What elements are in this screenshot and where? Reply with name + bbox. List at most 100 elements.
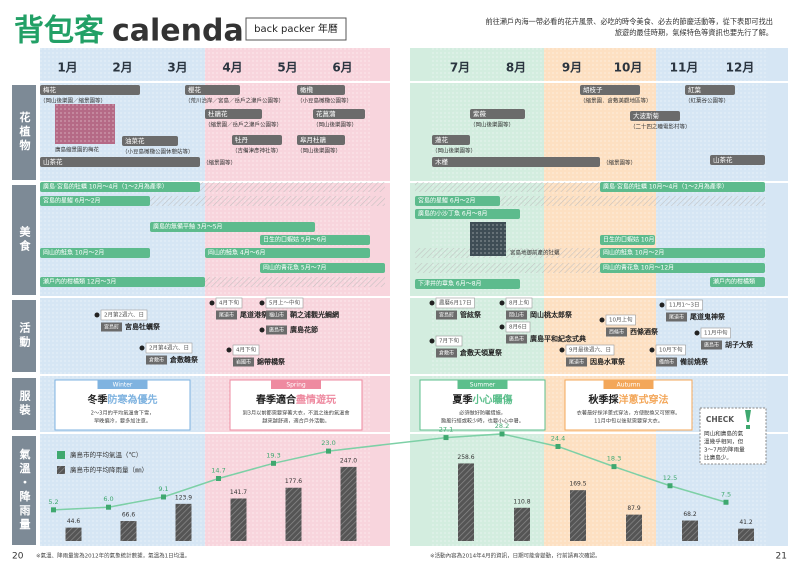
rainfall-bar [65, 527, 82, 541]
rainfall-label: 123.9 [175, 494, 192, 501]
event-date-tag [215, 297, 243, 309]
flower-name: 梅花 [43, 85, 57, 94]
event-dot [559, 347, 565, 353]
flower-place: （岡山後樂園等） [313, 121, 357, 129]
event-city: 西條市 [609, 329, 624, 336]
clothing-text: 11月中旬以後就需要穿大衣。 [594, 417, 663, 425]
flower-place: （紅葉谷公園等） [685, 97, 729, 105]
check-text: 比廣島少。 [704, 454, 732, 462]
clothing-title-highlight: 小心曬傷 [472, 393, 513, 406]
rainfall-label: 41.2 [739, 519, 753, 526]
temperature-point [271, 460, 276, 466]
food-label: 岡山的鮭魚 10月～2月 [603, 249, 664, 257]
flower-name: 胡枝子 [583, 85, 603, 94]
food-label: 廣島‧宮島的牡蠣 10月～4月（1～2月為產季） [603, 183, 728, 191]
flower-bar [205, 109, 262, 119]
section-label: 美食 [18, 225, 31, 254]
season-tag [457, 380, 508, 389]
temperature-label: 14.7 [211, 466, 225, 474]
event-city-tag [101, 322, 123, 332]
event-city-tag [146, 355, 168, 365]
event-dot [226, 347, 232, 353]
rainfall-bar [120, 521, 137, 541]
event-date-tag [265, 297, 304, 309]
food-bar [415, 209, 520, 219]
food-bar [205, 248, 370, 258]
food-label: 岡山的青花魚 10月～12月 [603, 264, 674, 272]
flower-photo-texture [55, 104, 115, 144]
intro-line: 前往瀨戶內海一帶必看的花卉風景、必吃的時令美食、必去的節慶活動等，從下表即可找出 [485, 17, 773, 26]
event-city-tag [436, 310, 458, 320]
flower-bar [40, 85, 140, 95]
rainfall-label: 141.7 [230, 489, 247, 496]
flower-bar [40, 157, 200, 167]
event-city-tag [436, 348, 458, 358]
clothing-text: 越來越舒適，適合戶外活動。 [262, 417, 329, 425]
event-city-tag [506, 310, 528, 320]
event-city-tag [506, 334, 528, 344]
event-city-tag [701, 340, 723, 350]
food-label: 廣島‧宮島的牡蠣 10月～4月（1～2月為產季） [43, 183, 168, 191]
flower-name: 牡丹 [235, 135, 249, 144]
food-bar-faded [415, 263, 600, 273]
food-bar [260, 235, 370, 245]
event-city-tag [566, 357, 588, 367]
clothing-text: 早晚偏冷，要多加注意。 [94, 417, 151, 425]
temperature-label: 9.1 [158, 485, 168, 493]
event-date-tag [565, 344, 615, 356]
flower-bar [432, 157, 600, 167]
month-label: 1月 [57, 61, 77, 75]
event-dot [694, 330, 700, 336]
season-tag [271, 380, 321, 389]
rainfall-bar [340, 466, 357, 541]
temperature-point [611, 464, 617, 470]
event-city-tag [606, 327, 628, 337]
rainfall-bar [514, 507, 530, 541]
event-date: 2月第2週六、日 [104, 311, 144, 319]
flower-name: 橄欖 [300, 85, 314, 94]
event-city: 宮島町 [439, 312, 454, 319]
title-en: calendar [112, 14, 259, 49]
event-date-tag [505, 321, 531, 333]
flower-bar [470, 109, 525, 119]
clothing-text: 到3月以前都需要穿著大衣，不過之後的氣溫會 [242, 409, 350, 417]
event-name: 宮島牡蠣祭 [125, 322, 161, 331]
event-date: 10月下旬 [659, 346, 683, 354]
event-city-tag [266, 325, 288, 335]
rainfall-bar [230, 498, 247, 541]
clothing-text: 衣著最好採洋蔥式穿法，方便脫換又可禦寒。 [577, 409, 681, 417]
rainfall-label: 87.9 [627, 505, 641, 512]
flower-bar [297, 135, 345, 145]
flower-bar [710, 155, 765, 165]
flower-name: 櫻花 [188, 85, 202, 94]
event-dot [209, 300, 215, 306]
page-number: 21 [776, 552, 787, 562]
month-label: 7月 [450, 61, 470, 75]
season-label: Autumn [617, 382, 641, 389]
event-dot [599, 317, 605, 323]
flower-bar [432, 135, 470, 145]
event-date-tag [655, 344, 686, 356]
event-name: 岡山桃太郎祭 [530, 310, 573, 319]
flower-place: （縮景園等） [603, 159, 636, 167]
flower-place: （荒川治岸／宮島／岳戶之瀨戶公園等） [185, 97, 284, 105]
event-name: 西條酒祭 [630, 327, 659, 336]
month-label: 6月 [332, 61, 352, 75]
section-tab [12, 185, 36, 295]
temperature-label: 6.0 [103, 495, 113, 503]
event-date: 9月最後週六、日 [569, 346, 611, 354]
legend-rainfall-swatch [57, 466, 65, 474]
event-name: 尾道鬼神祭 [689, 312, 726, 321]
flower-place: （小豆島橄欖公園休憩站等） [122, 148, 194, 156]
event-date: 8月6日 [509, 324, 527, 331]
food-bar [40, 196, 150, 206]
flower-name: 山茶花 [43, 157, 63, 166]
season-tag [603, 380, 654, 389]
flower-place: （岡山後樂園／縮景園等） [40, 97, 106, 105]
event-city: 廣島市 [509, 336, 524, 343]
event-dot [499, 324, 505, 330]
month-label: 11月 [670, 61, 699, 75]
clothing-title: 秋季採洋蔥式穿法 [589, 393, 669, 406]
legend-temperature: 廣島市的平均氣溫（℃） [70, 450, 142, 459]
